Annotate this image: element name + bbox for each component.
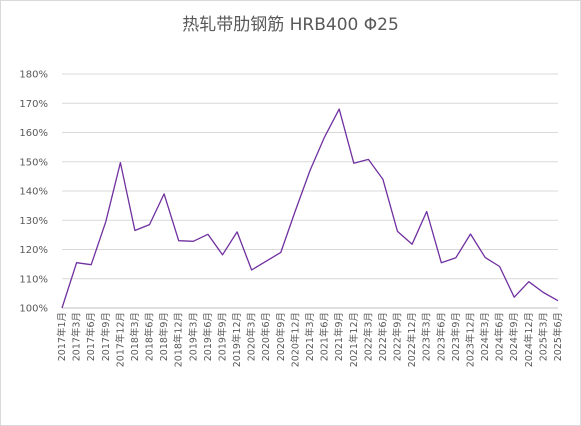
- x-tick-label: 2017年9月: [100, 312, 112, 361]
- y-tick-label: 130%: [19, 216, 48, 227]
- x-tick-label: 2020年6月: [260, 312, 272, 361]
- x-tick-label: 2023年3月: [421, 312, 433, 361]
- series-layer: [61, 108, 559, 309]
- x-tick-label: 2017年1月: [56, 312, 68, 361]
- x-tick-label: 2021年3月: [304, 312, 316, 361]
- y-axis-ticks: 100% 110% 120% 130% 140% 150% 160% 170% 180%: [19, 70, 48, 315]
- y-tick-label: 160%: [19, 128, 48, 139]
- x-tick-label: 2023年9月: [450, 312, 462, 361]
- y-tick-label: 120%: [19, 245, 48, 256]
- chart-title: 热轧带肋钢筋 HRB400 Φ25: [182, 15, 399, 35]
- x-tick-label: 2017年6月: [85, 312, 97, 361]
- x-tick-label: 2021年6月: [319, 312, 331, 361]
- x-axis-ticks: 2017年1月 2017年3月 2017年6月 2017年9月 2017年12月 2018…: [56, 312, 564, 367]
- x-tick-label: 2025年3月: [537, 312, 549, 361]
- gridlines: [62, 73, 558, 309]
- x-tick-label: 2022年3月: [362, 312, 374, 361]
- x-tick-label: 2019年12月: [231, 312, 243, 367]
- y-tick-label: 110%: [19, 274, 48, 285]
- y-tick-label: 170%: [19, 99, 48, 110]
- x-tick-label: 2018年9月: [158, 312, 170, 361]
- x-tick-label: 2024年12月: [523, 312, 535, 367]
- x-tick-label: 2022年9月: [392, 312, 404, 361]
- x-tick-label: 2023年6月: [435, 312, 447, 361]
- x-tick-label: 2024年9月: [508, 312, 520, 361]
- series-line: [61, 108, 559, 309]
- x-tick-label: 2024年3月: [479, 312, 491, 361]
- x-tick-label: 2020年9月: [275, 312, 287, 361]
- x-tick-label: 2023年12月: [464, 312, 476, 367]
- x-tick-label: 2019年6月: [202, 312, 214, 361]
- y-tick-label: 100%: [19, 304, 48, 315]
- y-tick-label: 180%: [19, 70, 48, 81]
- x-tick-label: 2019年9月: [216, 312, 228, 361]
- x-tick-label: 2021年9月: [333, 312, 345, 361]
- y-tick-label: 140%: [19, 187, 48, 198]
- x-tick-label: 2017年12月: [114, 312, 126, 367]
- x-tick-label: 2018年6月: [144, 312, 156, 361]
- x-tick-label: 2025年6月: [552, 312, 564, 361]
- x-tick-label: 2022年6月: [377, 312, 389, 361]
- x-tick-label: 2020年12月: [289, 312, 301, 367]
- y-tick-label: 150%: [19, 157, 48, 168]
- x-tick-label: 2020年3月: [246, 312, 258, 361]
- x-tick-label: 2019年3月: [187, 312, 199, 361]
- x-tick-label: 2022年12月: [406, 312, 418, 367]
- x-tick-label: 2021年12月: [348, 312, 360, 367]
- x-tick-label: 2018年3月: [129, 312, 141, 361]
- x-tick-label: 2018年12月: [173, 312, 185, 367]
- x-tick-label: 2024年6月: [494, 312, 506, 361]
- x-tick-label: 2017年3月: [71, 312, 83, 361]
